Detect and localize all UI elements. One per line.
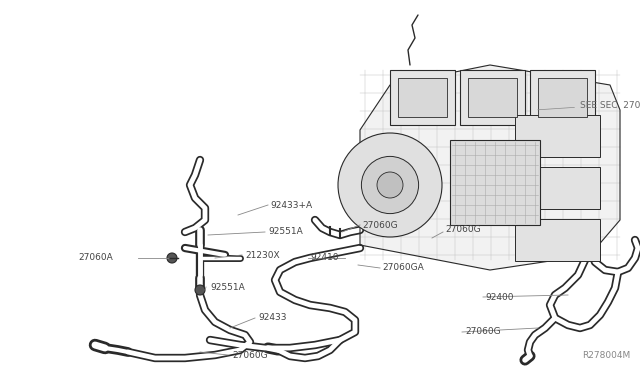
Text: 27060G: 27060G [465, 327, 500, 337]
Text: 92551A: 92551A [268, 228, 303, 237]
Bar [468, 78, 517, 117]
Bar [390, 70, 455, 125]
Text: 27060G: 27060G [445, 225, 481, 234]
Text: 27060GA: 27060GA [382, 263, 424, 273]
Text: SEE SEC. 270: SEE SEC. 270 [538, 100, 640, 110]
Bar [530, 70, 595, 125]
Polygon shape [360, 65, 620, 270]
Text: 92410: 92410 [310, 253, 339, 263]
Text: 92400: 92400 [485, 292, 513, 301]
Bar [538, 78, 587, 117]
Bar [515, 219, 600, 261]
Text: R278004M: R278004M [582, 351, 630, 360]
Text: 27060A: 27060A [78, 253, 113, 263]
Circle shape [377, 172, 403, 198]
Bar [460, 70, 525, 125]
Bar [515, 115, 600, 157]
Text: 27060G: 27060G [232, 350, 268, 359]
Bar [450, 140, 540, 225]
Text: 92433: 92433 [258, 314, 287, 323]
Text: 21230X: 21230X [245, 250, 280, 260]
Circle shape [195, 285, 205, 295]
Circle shape [362, 156, 419, 214]
Text: 92551A: 92551A [210, 282, 244, 292]
Circle shape [338, 133, 442, 237]
Text: 27060G: 27060G [362, 221, 397, 230]
Bar [398, 78, 447, 117]
Circle shape [167, 253, 177, 263]
Text: 92433+A: 92433+A [270, 201, 312, 209]
Bar [515, 167, 600, 209]
